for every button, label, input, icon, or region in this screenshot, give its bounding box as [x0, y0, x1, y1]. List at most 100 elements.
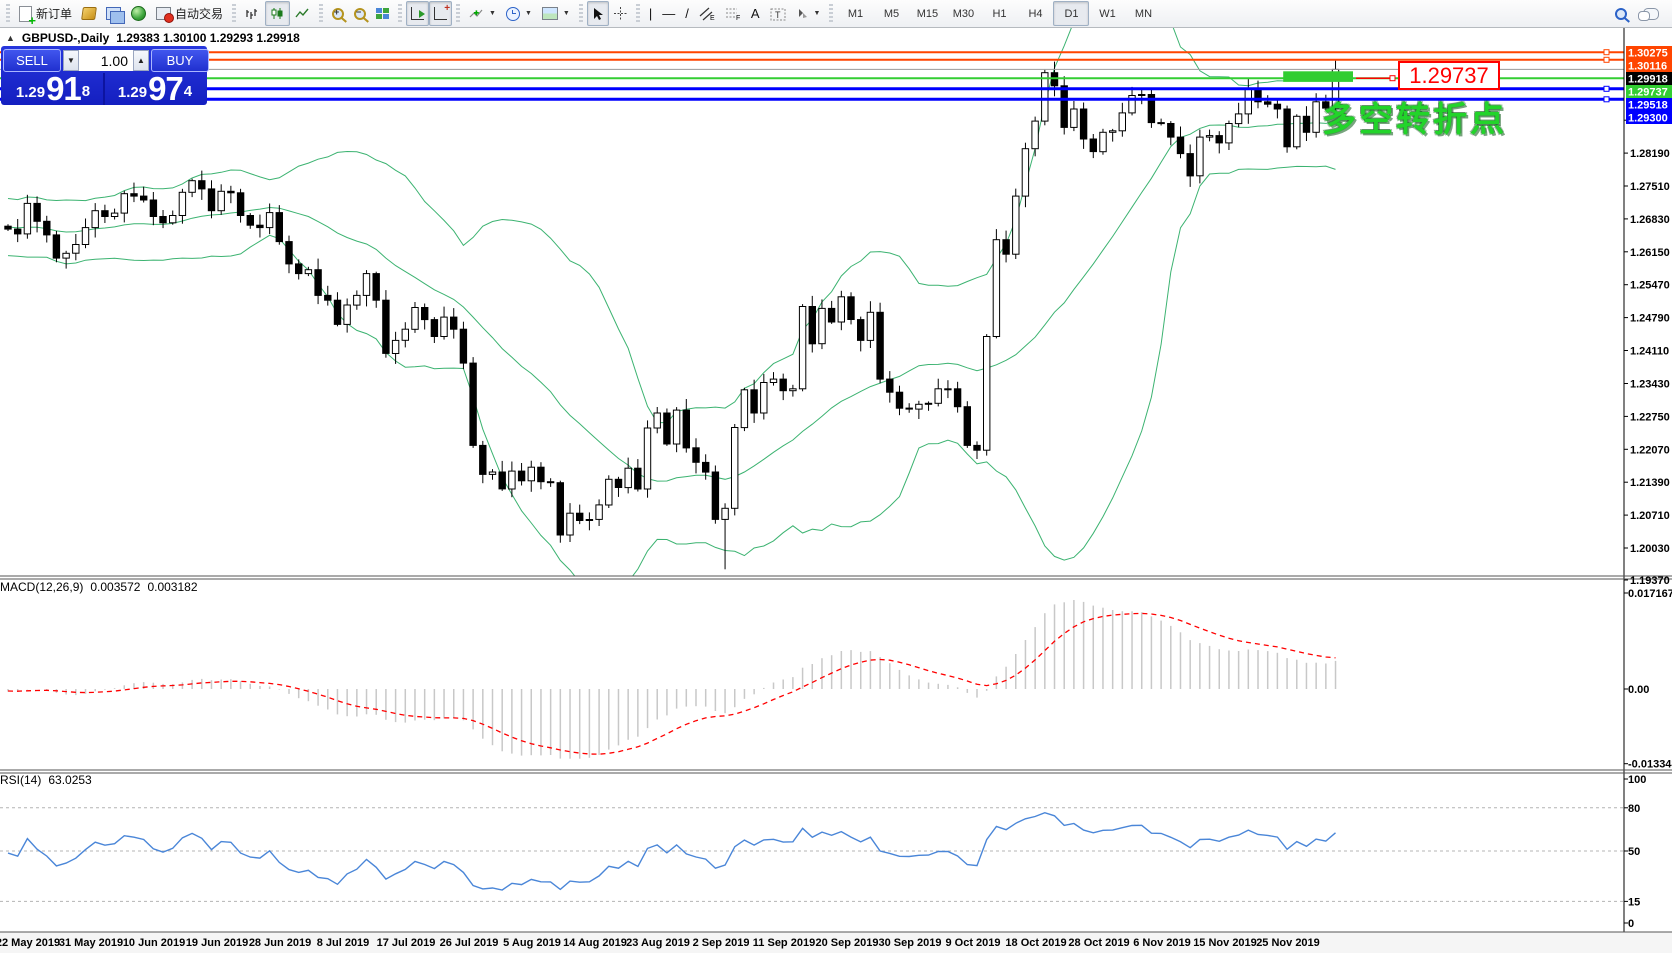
buy-price-big: 97 [148, 70, 184, 107]
svg-text:5 Aug 2019: 5 Aug 2019 [503, 937, 561, 949]
dropdown-arrow-icon: ▼ [489, 10, 496, 17]
bar-chart-button[interactable] [240, 1, 265, 26]
svg-text:1.24790: 1.24790 [1630, 313, 1670, 325]
timeframe-d1[interactable]: D1 [1053, 1, 1090, 26]
arrows-icon [798, 9, 807, 18]
zoom-out-icon: − [354, 7, 367, 20]
timeframe-m30[interactable]: M30 [952, 7, 975, 20]
svg-text:1.29300: 1.29300 [1628, 113, 1668, 125]
periods-button[interactable]: ▼ [501, 1, 537, 26]
navigator-button[interactable] [126, 1, 151, 26]
templates-icon [541, 7, 558, 20]
trendline-button[interactable]: / [680, 1, 694, 26]
svg-text:9 Oct 2019: 9 Oct 2019 [945, 937, 1000, 949]
toolbar-grip[interactable] [232, 3, 237, 24]
data-window-button[interactable] [101, 1, 126, 26]
indicators-button[interactable]: ▼ [464, 1, 501, 26]
collapse-icon[interactable]: ▲ [6, 33, 15, 43]
annotation-note[interactable]: 多空转折点 [1322, 101, 1507, 139]
svg-text:E: E [710, 15, 715, 21]
timeframe-m5[interactable]: M5 [883, 7, 900, 20]
volume-increase-button[interactable]: ▲ [133, 50, 149, 71]
bar-chart-icon [246, 9, 258, 19]
toolbar-grip[interactable] [456, 3, 461, 24]
timeframe-mn[interactable]: MN [1134, 7, 1153, 20]
svg-text:100: 100 [1628, 774, 1646, 786]
sell-price[interactable]: 1.29 91 8 [3, 72, 103, 105]
price-chart[interactable]: 1.288701.281901.275101.268301.261501.254… [0, 28, 1672, 953]
crosshair-button[interactable] [609, 1, 632, 26]
crosshair-icon [613, 7, 627, 20]
profiles-button[interactable] [77, 1, 101, 26]
svg-text:50: 50 [1628, 846, 1640, 858]
chart-shift-icon: + [434, 4, 450, 20]
zoom-out-button[interactable]: − [349, 1, 371, 26]
buy-button[interactable]: BUY [151, 49, 209, 72]
sell-button[interactable]: SELL [3, 49, 61, 72]
svg-text:0: 0 [1628, 918, 1634, 930]
horizontal-line-button[interactable]: — [657, 1, 680, 26]
toolbar-grip[interactable] [829, 3, 834, 24]
svg-text:6 Nov 2019: 6 Nov 2019 [1133, 937, 1190, 949]
svg-text:28 Oct 2019: 28 Oct 2019 [1068, 937, 1129, 949]
main-pane [0, 28, 1624, 576]
macd-label: MACD(12,26,9) 0.003572 0.003182 [0, 580, 198, 594]
text-label-button[interactable]: T [765, 1, 791, 26]
text-button[interactable]: A [746, 1, 765, 26]
autotrading-icon [156, 7, 175, 23]
toolbar-grip[interactable] [6, 3, 10, 24]
vertical-line-button[interactable]: | [644, 1, 657, 26]
toolbar-grip[interactable] [398, 3, 403, 24]
timeframe-w1[interactable]: W1 [1099, 7, 1116, 20]
volume-input[interactable] [79, 50, 133, 71]
sell-price-sup: 8 [81, 83, 91, 100]
fibonacci-button[interactable]: F [720, 1, 746, 26]
timeframe-m1[interactable]: M1 [847, 7, 864, 20]
line-chart-button[interactable] [290, 1, 315, 26]
svg-text:1.20710: 1.20710 [1630, 510, 1670, 522]
volume-decrease-button[interactable]: ▼ [63, 50, 79, 71]
timeframe-h1[interactable]: H1 [992, 7, 1007, 20]
one-click-trading-panel: SELL ▼ ▲ BUY 1.29 91 8 1.29 97 4 [1, 46, 209, 107]
svg-text:0.017167: 0.017167 [1628, 588, 1672, 600]
search-button[interactable] [1610, 1, 1632, 26]
svg-text:0.00: 0.00 [1628, 684, 1649, 696]
zoom-in-button[interactable]: + [327, 1, 349, 26]
tile-windows-button[interactable] [371, 1, 394, 26]
candlestick-chart-button[interactable] [265, 1, 291, 26]
new-order-button[interactable]: 新订单 [14, 1, 77, 26]
buy-price-sup: 4 [183, 83, 193, 100]
trendline-icon: / [685, 6, 689, 21]
fibonacci-icon: F [725, 8, 740, 21]
panel-divider [103, 73, 105, 105]
timeframe-group: M1 M5 M15 M30 H1 H4 D1 W1 MN [837, 1, 1161, 26]
svg-text:1.29918: 1.29918 [1628, 74, 1668, 86]
toolbar-grip[interactable] [578, 3, 583, 24]
search-icon [1615, 7, 1627, 20]
timeframe-m15[interactable]: M15 [916, 7, 939, 20]
svg-text:11 Sep 2019: 11 Sep 2019 [753, 937, 815, 949]
svg-text:8 Jul 2019: 8 Jul 2019 [317, 937, 370, 949]
timeframe-h4[interactable]: H4 [1028, 7, 1043, 20]
buy-price[interactable]: 1.29 97 4 [105, 70, 205, 107]
chart-shift-button[interactable]: + [429, 1, 453, 26]
svg-text:1.19370: 1.19370 [1630, 575, 1670, 587]
chat-button[interactable] [1638, 1, 1664, 26]
svg-text:1.27510: 1.27510 [1630, 181, 1670, 193]
svg-text:1.29518: 1.29518 [1628, 100, 1668, 112]
toolbar-grip[interactable] [319, 3, 324, 24]
rsi-pane [0, 807, 1624, 902]
chart-symbol-period: GBPUSD-,Daily [21, 31, 110, 45]
autotrading-button[interactable]: 自动交易 [151, 1, 228, 26]
text-icon: A [750, 6, 760, 21]
cursor-button[interactable] [586, 1, 609, 26]
arrows-button[interactable]: ▼ [791, 1, 826, 26]
equidistant-channel-button[interactable]: E [694, 1, 720, 26]
svg-text:80: 80 [1628, 803, 1640, 815]
auto-scroll-button[interactable] [406, 1, 430, 26]
svg-text:T: T [775, 10, 781, 20]
price-callout[interactable]: 1.29737 [1398, 61, 1500, 90]
svg-text:1.24110: 1.24110 [1630, 346, 1669, 358]
toolbar-grip[interactable] [635, 3, 640, 24]
templates-button[interactable]: ▼ [537, 1, 575, 26]
